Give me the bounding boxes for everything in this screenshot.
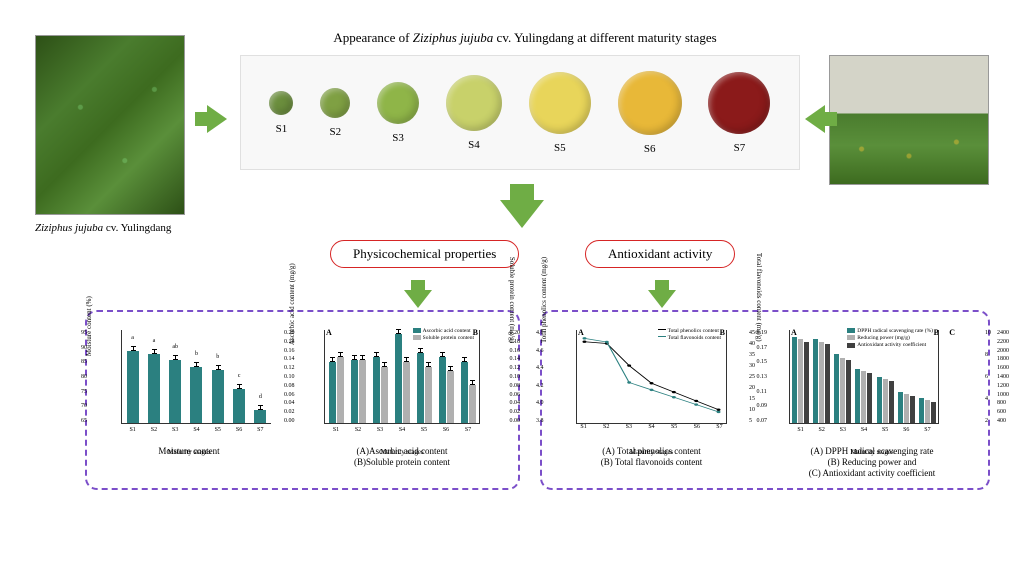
antiox-panel: A B Total phenolics content Total flavon…: [540, 310, 990, 490]
arrow-down-left-icon: [404, 290, 432, 308]
arrow-left-icon: [805, 105, 825, 133]
arrow-right-icon: [207, 105, 227, 133]
physicochemical-box: Physicochemical properties: [330, 240, 519, 268]
plant-photo-right: [829, 55, 989, 185]
arrow-down-big-icon: [500, 200, 544, 228]
antioxidant-box: Antioxidant activity: [585, 240, 735, 268]
ascorbic-chart: A B Ascorbic acid content Soluble protei…: [302, 322, 502, 468]
left-caption: Ziziphus jujuba cv. Yulingdang: [35, 222, 171, 234]
fruit-stages-panel: S1S2S3S4S5S6S7: [240, 55, 800, 170]
phenolics-chart: A B Total phenolics content Total flavon…: [554, 322, 749, 468]
arrow-down-right-icon: [648, 290, 676, 308]
physico-panel: 95908580757065 aS1aS2abS3bS4bS5cS6dS7 Mo…: [85, 310, 520, 490]
main-title: Appearance of Ziziphus jujuba cv. Yuling…: [260, 30, 790, 46]
plant-photo-left: [35, 35, 185, 215]
dpph-chart: A B C DPPH radical scavenging rate (%) R…: [767, 322, 977, 478]
moisture-chart: 95908580757065 aS1aS2abS3bS4bS5cS6dS7 Mo…: [99, 322, 279, 457]
